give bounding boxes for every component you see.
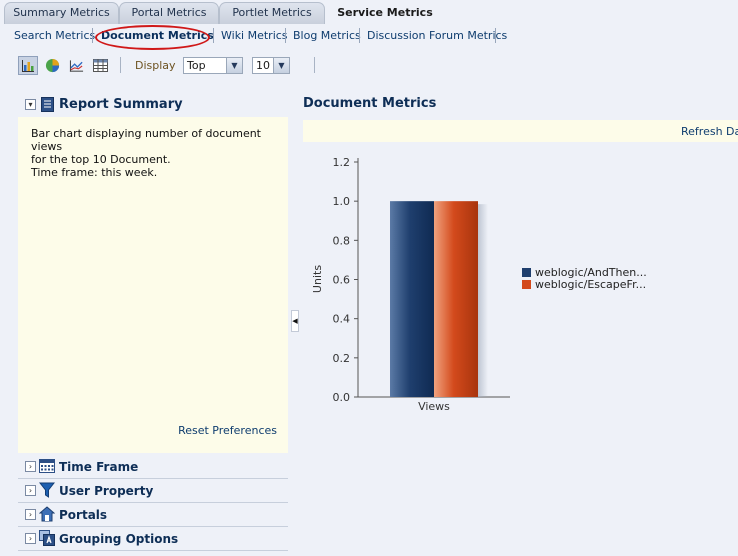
legend-entry: weblogic/EscapeFr... [522, 277, 647, 291]
bar-chart: 0.0 0.2 0.4 0.6 0.8 1.0 1.2 Units Views [311, 156, 510, 413]
display-mode-select[interactable]: Top ▼ [183, 57, 243, 74]
chart-legend: weblogic/AndThen... weblogic/EscapeFr... [522, 265, 647, 291]
tab-summary-metrics[interactable]: Summary Metrics [4, 2, 119, 24]
collapse-icon[interactable]: ▾ [25, 99, 36, 110]
bar [390, 201, 434, 397]
subnav-wiki-metrics[interactable]: Wiki Metrics [221, 29, 288, 42]
portal-tree-icon [38, 506, 56, 523]
subnav-search-metrics[interactable]: Search Metrics [14, 29, 96, 42]
subnav-separator [92, 28, 93, 43]
expand-icon[interactable]: › [25, 461, 36, 472]
y-tick-label: 0.6 [333, 274, 351, 287]
summary-line: for the top 10 Document. [31, 153, 171, 166]
report-summary-description: Bar chart displaying number of document … [31, 127, 281, 179]
report-summary-body: Bar chart displaying number of document … [18, 117, 288, 453]
subnav-separator [213, 28, 214, 43]
count-value: 10 [256, 59, 270, 72]
y-axis-label: Units [311, 265, 324, 293]
legend-entry: weblogic/AndThen... [522, 265, 647, 279]
y-tick-label: 1.0 [333, 195, 351, 208]
section-time-frame[interactable]: › Time Frame [18, 455, 288, 479]
page-title: Document Metrics [303, 96, 437, 111]
section-portals[interactable]: › Portals [18, 503, 288, 527]
y-tick-label: 1.2 [333, 156, 351, 169]
tab-portlet-metrics[interactable]: Portlet Metrics [219, 2, 325, 24]
y-tick-label: 0.8 [333, 234, 351, 247]
toolbar-separator [314, 57, 315, 73]
chevron-down-icon: ▼ [226, 58, 242, 73]
top-tab-bar: Summary Metrics Portal Metrics Portlet M… [0, 0, 738, 25]
y-tick-label: 0.4 [333, 313, 351, 326]
report-summary-header[interactable]: ▾ Report Summary [18, 94, 288, 116]
section-title: User Property [59, 484, 154, 498]
refresh-bar: Refresh Dat [303, 120, 738, 142]
report-summary-title: Report Summary [59, 97, 183, 112]
tab-service-metrics[interactable]: Service Metrics [325, 2, 445, 24]
legend-swatch [522, 279, 531, 289]
expand-icon[interactable]: › [25, 533, 36, 544]
reset-preferences-link[interactable]: Reset Preferences [178, 424, 277, 437]
display-mode-value: Top [187, 59, 206, 72]
section-title: Portals [59, 508, 108, 522]
chart-toolbar: Display Top ▼ 10 ▼ [0, 52, 738, 78]
expand-icon[interactable]: › [25, 485, 36, 496]
chevron-down-icon: ▼ [273, 58, 289, 73]
calendar-icon [39, 458, 56, 475]
expand-icon[interactable]: › [25, 509, 36, 520]
filter-funnel-icon [38, 482, 56, 499]
y-tick-label: 0.0 [333, 391, 351, 404]
subnav-separator [285, 28, 286, 43]
y-tick-label: 0.2 [333, 352, 351, 365]
legend-label: weblogic/EscapeFr... [535, 277, 647, 291]
legend-swatch [522, 267, 531, 277]
subnav-blog-metrics[interactable]: Blog Metrics [293, 29, 361, 42]
highlight-annotation-oval [95, 25, 210, 50]
x-tick-label: Views [418, 400, 450, 413]
bar-chart-icon[interactable] [18, 56, 38, 75]
tab-portal-metrics[interactable]: Portal Metrics [119, 2, 219, 24]
summary-line: Time frame: this week. [31, 166, 158, 179]
summary-line: Bar chart displaying number of document … [31, 127, 261, 153]
refresh-data-link[interactable]: Refresh Dat [681, 125, 738, 138]
display-label: Display [135, 59, 176, 72]
report-icon [41, 97, 54, 115]
subnav-separator [495, 28, 496, 43]
subnav-discussion-forum-metrics[interactable]: Discussion Forum Metrics [367, 29, 508, 42]
bar-shadow [478, 204, 488, 397]
section-user-property[interactable]: › User Property [18, 479, 288, 503]
count-select[interactable]: 10 ▼ [252, 57, 290, 74]
grouping-icon [39, 530, 56, 547]
table-view-icon[interactable] [90, 56, 110, 75]
toolbar-separator [120, 57, 121, 73]
line-chart-icon[interactable] [66, 56, 86, 75]
pie-chart-icon[interactable] [42, 56, 62, 75]
legend-label: weblogic/AndThen... [535, 265, 647, 279]
panel-splitter-collapse[interactable]: ◀ [291, 310, 299, 332]
subnav-separator [359, 28, 360, 43]
bar [434, 201, 478, 397]
section-title: Grouping Options [59, 532, 179, 546]
section-title: Time Frame [59, 460, 139, 474]
section-grouping-options[interactable]: › Grouping Options [18, 527, 288, 551]
